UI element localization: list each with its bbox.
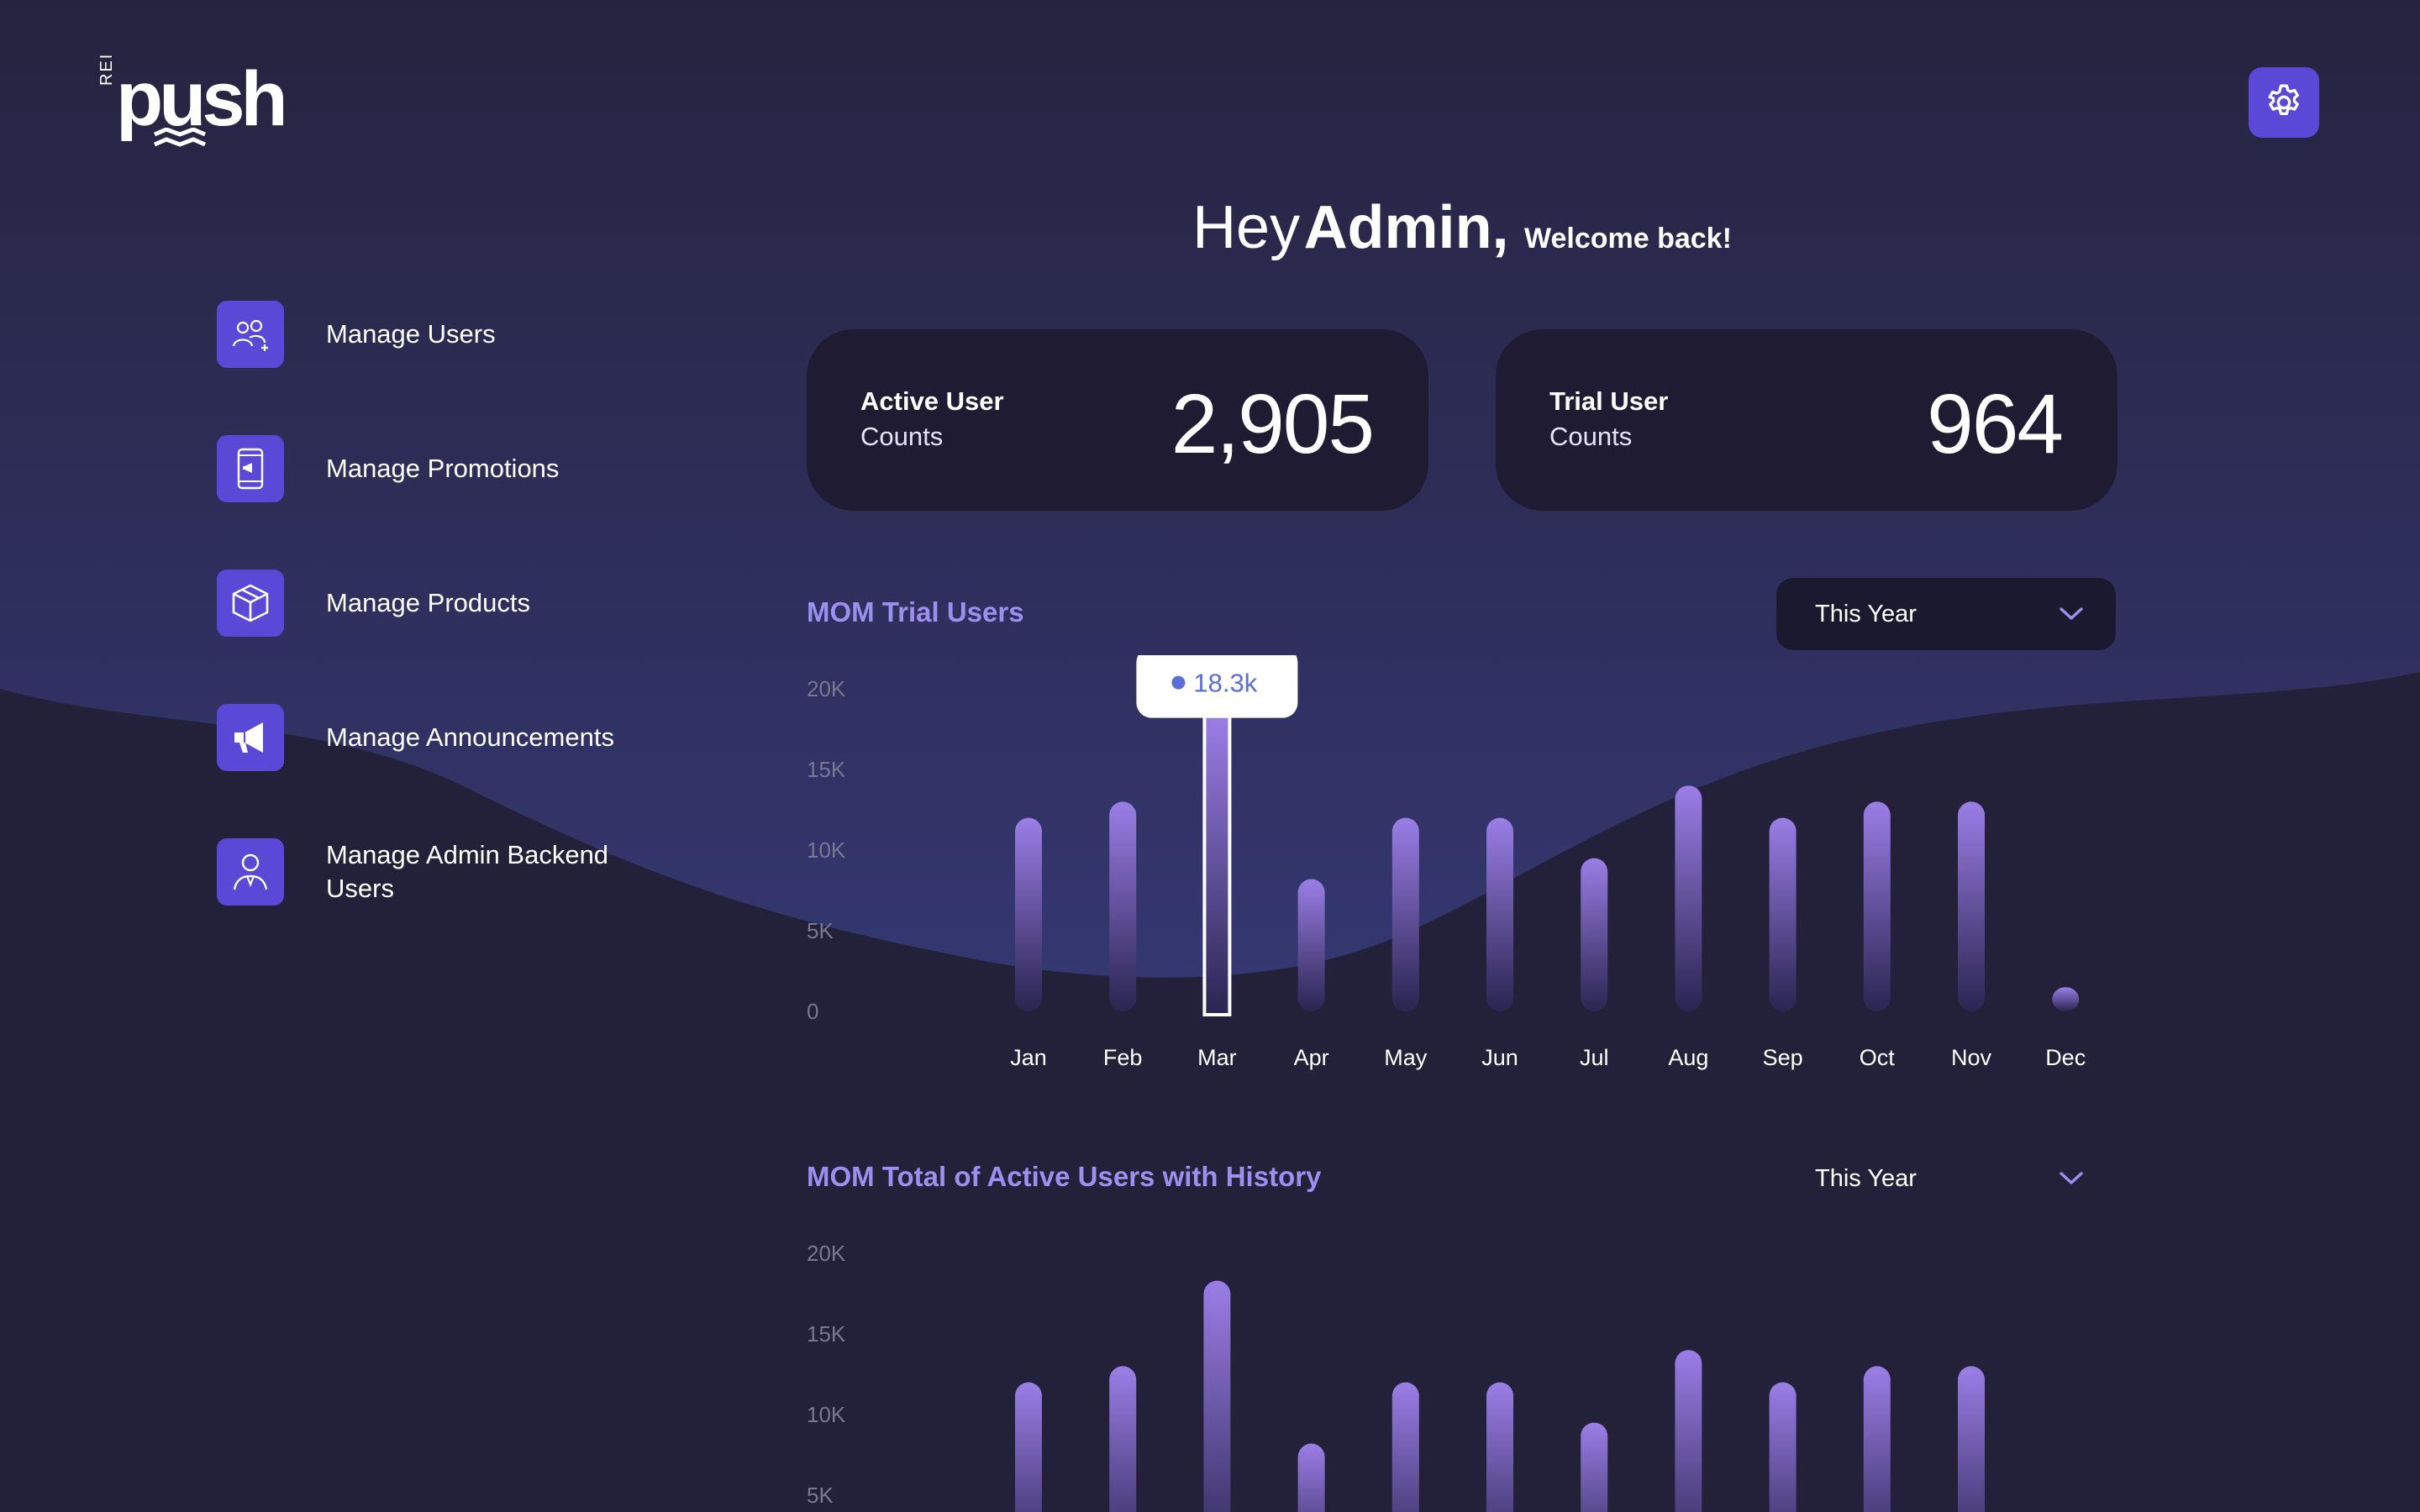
dropdown-selected-value: This Year [1815, 1164, 1917, 1192]
x-tick-label: Mar [1197, 1045, 1237, 1070]
bar[interactable] [1675, 785, 1702, 1011]
x-tick-label: Apr [1294, 1045, 1329, 1070]
trial-user-label: Trial User [1549, 386, 1669, 416]
x-tick-label: Jul [1580, 1045, 1609, 1070]
trial-user-sublabel: Counts [1549, 422, 1633, 451]
sidebar-item-admin-users[interactable]: Manage Admin Backend Users [217, 805, 654, 939]
active-user-card: Active User Counts 2,905 [807, 329, 1428, 511]
chevron-down-icon [2060, 1172, 2083, 1184]
bar[interactable] [1015, 817, 1042, 1011]
sidebar-item-users[interactable]: Manage Users [217, 267, 654, 402]
active-users-period-dropdown[interactable]: This Year [1776, 1142, 2116, 1215]
bar[interactable] [1109, 1366, 1137, 1512]
bar[interactable] [1958, 801, 1985, 1011]
sidebar-item-label: Manage Admin Backend Users [326, 840, 609, 903]
bar[interactable] [1392, 1382, 1419, 1512]
x-tick-label: Aug [1668, 1045, 1708, 1070]
sidebar-item-announcements[interactable]: Manage Announcements [217, 670, 654, 805]
bar[interactable] [1392, 817, 1419, 1011]
y-tick-label: 15K [807, 1321, 846, 1347]
x-tick-label: Feb [1103, 1045, 1143, 1070]
y-tick-label: 15K [807, 757, 846, 782]
brand-logo: REI push [97, 53, 288, 153]
sidebar-item-label: Manage Promotions [326, 454, 560, 483]
tooltip-dot-icon [1171, 675, 1186, 690]
trial-user-card: Trial User Counts 964 [1496, 329, 2118, 511]
x-tick-label: Jan [1010, 1045, 1047, 1070]
bar[interactable] [1769, 1382, 1797, 1512]
sidebar-item-label: Manage Users [326, 319, 496, 349]
y-tick-label: 10K [807, 837, 846, 863]
bar[interactable] [1581, 858, 1608, 1011]
x-tick-label: Sep [1763, 1045, 1803, 1070]
phone-promo-icon [217, 435, 284, 502]
gear-icon [2268, 84, 2299, 115]
active-user-sublabel: Counts [860, 422, 944, 451]
bar[interactable] [1297, 879, 1325, 1011]
active-users-bar-chart: 5K 10K 15K 20K [807, 1241, 1985, 1512]
trial-users-period-dropdown[interactable]: This Year [1776, 578, 2116, 650]
y-tick-label: 20K [807, 1241, 846, 1266]
trial-users-chart-title: MOM Trial Users [807, 596, 1024, 627]
bar[interactable] [1581, 1422, 1608, 1512]
bar[interactable] [2052, 987, 2080, 1011]
x-tick-label: Nov [1951, 1045, 1992, 1070]
active-users-chart-title: MOM Total of Active Users with History [807, 1161, 1322, 1192]
bar[interactable] [1863, 801, 1891, 1011]
x-tick-label: May [1384, 1045, 1428, 1070]
y-tick-label: 5K [807, 1483, 834, 1508]
trial-users-bar-chart: 0 5K 10K 15K 20K Jan Feb Mar Apr May Jun Jul Aug Sep O… [807, 655, 2086, 1070]
y-tick-label: 10K [807, 1402, 846, 1427]
box-icon [217, 570, 284, 637]
greeting-hey: Hey [1192, 194, 1301, 261]
greeting-welcome: Welcome back! [1524, 223, 1732, 255]
chevron-down-icon [2060, 607, 2083, 620]
active-user-count: 2,905 [1171, 377, 1375, 471]
greeting: Hey Admin, Welcome back! [807, 193, 2118, 262]
megaphone-icon [217, 704, 284, 771]
bar[interactable] [1486, 817, 1513, 1011]
bar[interactable] [1297, 1443, 1325, 1512]
bar[interactable] [1863, 1366, 1891, 1512]
bar[interactable] [1015, 1382, 1042, 1512]
bar-highlighted[interactable] [1202, 714, 1232, 1016]
bar[interactable] [1203, 1280, 1231, 1512]
bar[interactable] [1769, 817, 1797, 1011]
y-tick-label: 0 [807, 999, 818, 1024]
sidebar-nav: Manage Users Manage Promotions Manage Pr… [217, 267, 654, 939]
wave-mark-icon [154, 128, 206, 147]
trial-user-count: 964 [1927, 377, 2064, 471]
dropdown-selected-value: This Year [1815, 600, 1917, 627]
y-tick-label: 20K [807, 676, 846, 701]
sidebar-item-promotions[interactable]: Manage Promotions [217, 402, 654, 536]
settings-button[interactable] [2249, 67, 2319, 138]
bar[interactable] [1109, 801, 1137, 1011]
sidebar-item-label: Manage Products [326, 588, 530, 617]
brand-name: push [116, 56, 288, 142]
sidebar-item-products[interactable]: Manage Products [217, 536, 654, 670]
x-tick-label: Oct [1860, 1045, 1896, 1070]
sidebar-item-label: Manage Announcements [326, 722, 614, 752]
active-user-label: Active User [860, 386, 1004, 416]
x-tick-label: Jun [1481, 1045, 1518, 1070]
bar[interactable] [1486, 1382, 1513, 1512]
greeting-name: Admin, [1303, 194, 1509, 261]
bar[interactable] [1675, 1350, 1702, 1512]
admin-user-icon [217, 838, 284, 906]
brand-prefix: REI [97, 52, 116, 86]
bar-tooltip: 18.3k [1136, 655, 1298, 718]
users-icon [217, 301, 284, 368]
tooltip-value: 18.3k [1193, 669, 1257, 698]
y-tick-label: 5K [807, 918, 834, 943]
bar[interactable] [1958, 1366, 1985, 1512]
x-tick-label: Dec [2045, 1045, 2086, 1070]
